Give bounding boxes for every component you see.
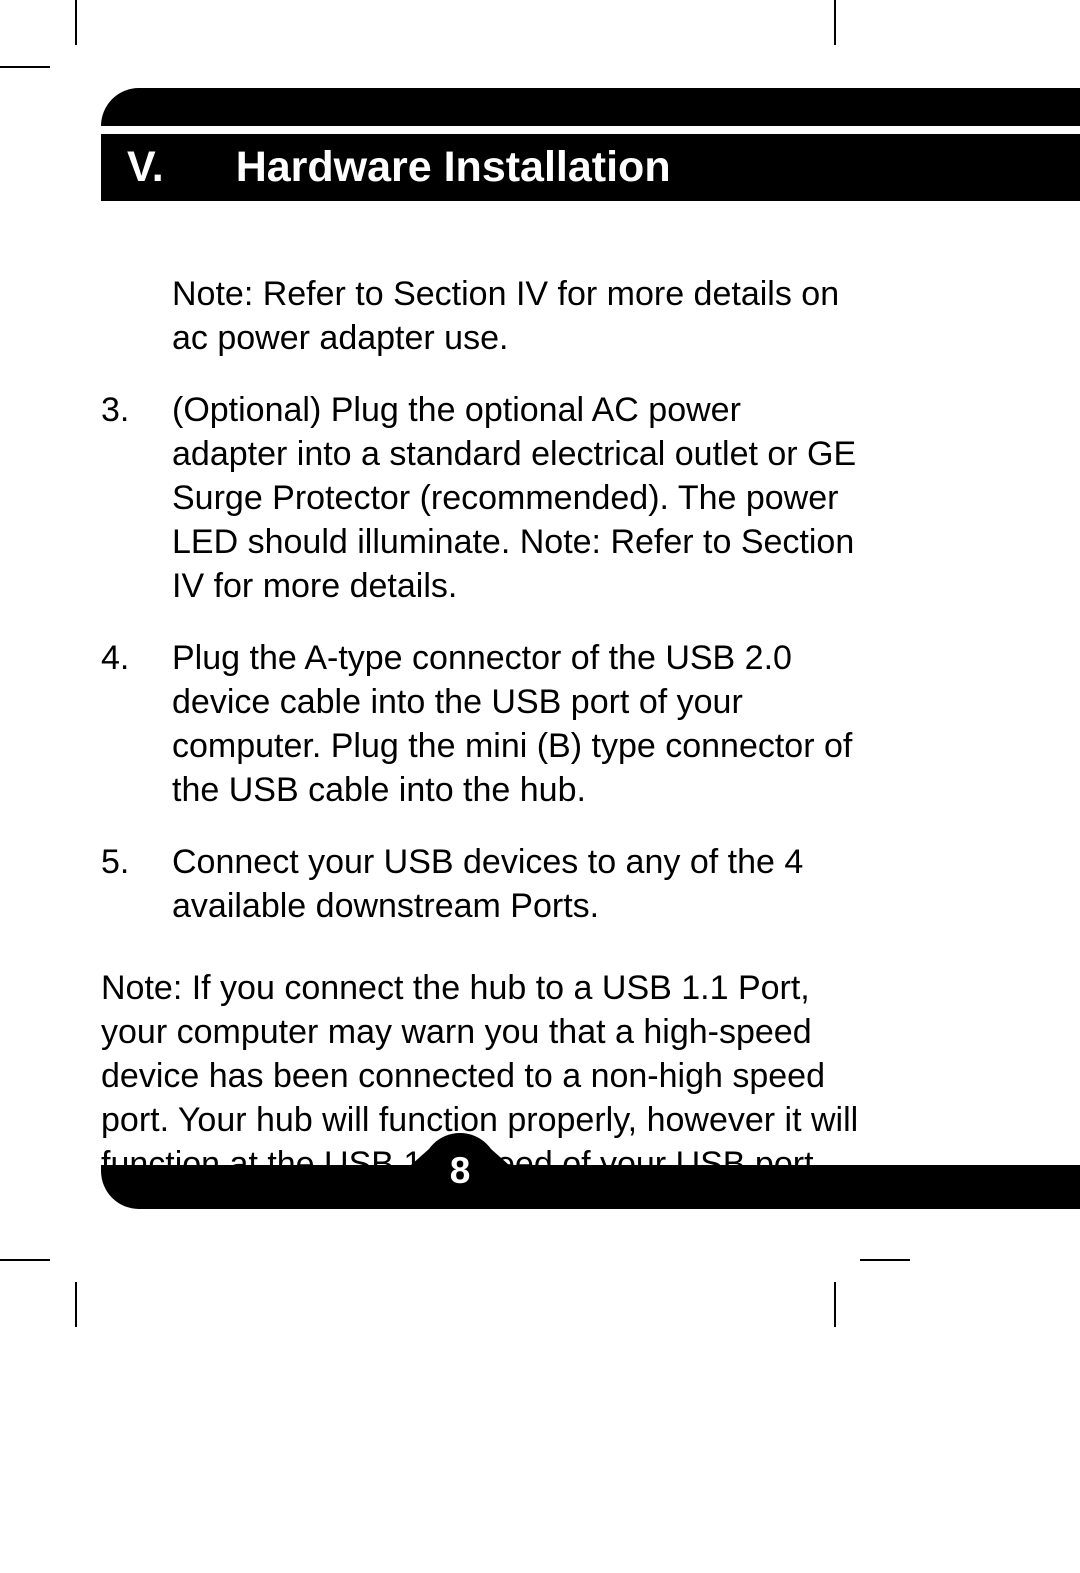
step-number: 3. xyxy=(101,388,172,608)
section-title: Hardware Installation xyxy=(236,143,671,192)
crop-mark xyxy=(75,1282,77,1327)
content-area: Note: Refer to Section IV for more detai… xyxy=(101,272,861,1186)
crop-mark xyxy=(834,1282,836,1327)
page-footer: 8 xyxy=(101,1165,1080,1209)
page-number-badge: 8 xyxy=(422,1133,498,1209)
intro-note: Note: Refer to Section IV for more detai… xyxy=(172,272,861,360)
crop-mark xyxy=(834,0,836,45)
step-number: 4. xyxy=(101,636,172,812)
crop-mark xyxy=(0,66,50,68)
page-number: 8 xyxy=(450,1150,471,1192)
step-item: 5. Connect your USB devices to any of th… xyxy=(101,840,861,928)
footer-bar: 8 xyxy=(101,1165,1080,1209)
crop-mark xyxy=(0,1259,50,1261)
header-gap xyxy=(101,126,1080,134)
section-number: V. xyxy=(127,143,164,192)
step-text: Plug the A-type connector of the USB 2.0… xyxy=(172,636,861,812)
step-text: Connect your USB devices to any of the 4… xyxy=(172,840,861,928)
step-number: 5. xyxy=(101,840,172,928)
section-header: V. Hardware Installation xyxy=(101,88,1080,201)
step-text: (Optional) Plug the optional AC power ad… xyxy=(172,388,861,608)
header-decoration-bar xyxy=(101,88,1080,126)
crop-mark xyxy=(75,0,77,45)
step-item: 3. (Optional) Plug the optional AC power… xyxy=(101,388,861,608)
step-item: 4. Plug the A-type connector of the USB … xyxy=(101,636,861,812)
header-title-bar: V. Hardware Installation xyxy=(101,134,1080,201)
crop-mark xyxy=(860,1259,910,1261)
